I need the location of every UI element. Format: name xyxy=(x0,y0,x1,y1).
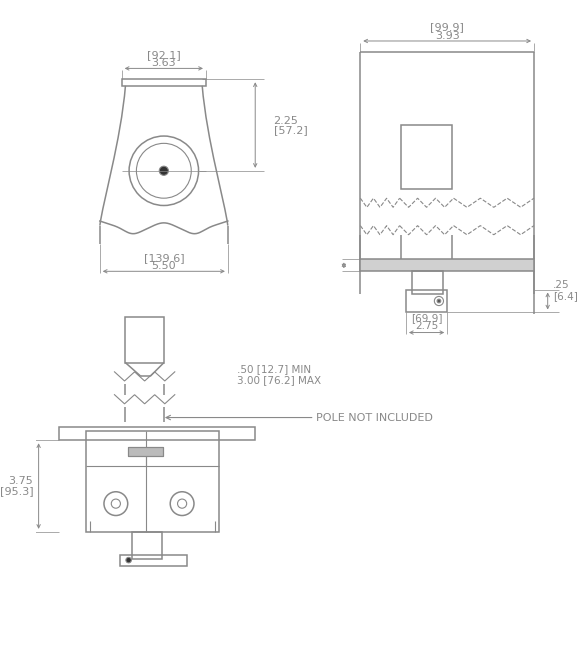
Text: [69.9]: [69.9] xyxy=(411,313,443,323)
Text: 3.63: 3.63 xyxy=(151,58,176,68)
Text: .25: .25 xyxy=(553,280,570,290)
Bar xyxy=(125,317,164,363)
Circle shape xyxy=(126,557,132,563)
Text: 3.75: 3.75 xyxy=(8,475,33,486)
Bar xyxy=(59,427,255,440)
Circle shape xyxy=(160,166,168,175)
Bar xyxy=(120,555,187,565)
Text: 3.00 [76.2] MAX: 3.00 [76.2] MAX xyxy=(237,375,321,385)
Text: POLE NOT INCLUDED: POLE NOT INCLUDED xyxy=(317,412,433,422)
Text: [6.4]: [6.4] xyxy=(553,291,578,301)
Bar xyxy=(412,271,443,294)
Bar xyxy=(360,260,534,271)
Text: [139.6]: [139.6] xyxy=(143,253,184,263)
Bar xyxy=(122,79,206,86)
Bar xyxy=(406,289,447,312)
Bar xyxy=(401,125,452,189)
Text: [92.1]: [92.1] xyxy=(147,50,181,60)
Bar xyxy=(132,532,162,559)
Text: [57.2]: [57.2] xyxy=(274,126,307,136)
Text: 2.25: 2.25 xyxy=(274,115,298,126)
Text: 2.75: 2.75 xyxy=(415,321,438,331)
Text: .50 [12.7] MIN: .50 [12.7] MIN xyxy=(237,364,311,374)
Text: 3.93: 3.93 xyxy=(435,30,459,40)
Text: 5.50: 5.50 xyxy=(151,261,176,271)
Bar xyxy=(128,447,163,456)
Text: [95.3]: [95.3] xyxy=(0,487,33,496)
Bar xyxy=(128,447,163,456)
Circle shape xyxy=(437,299,441,303)
Bar xyxy=(86,431,219,532)
Text: [99.9]: [99.9] xyxy=(430,23,464,32)
